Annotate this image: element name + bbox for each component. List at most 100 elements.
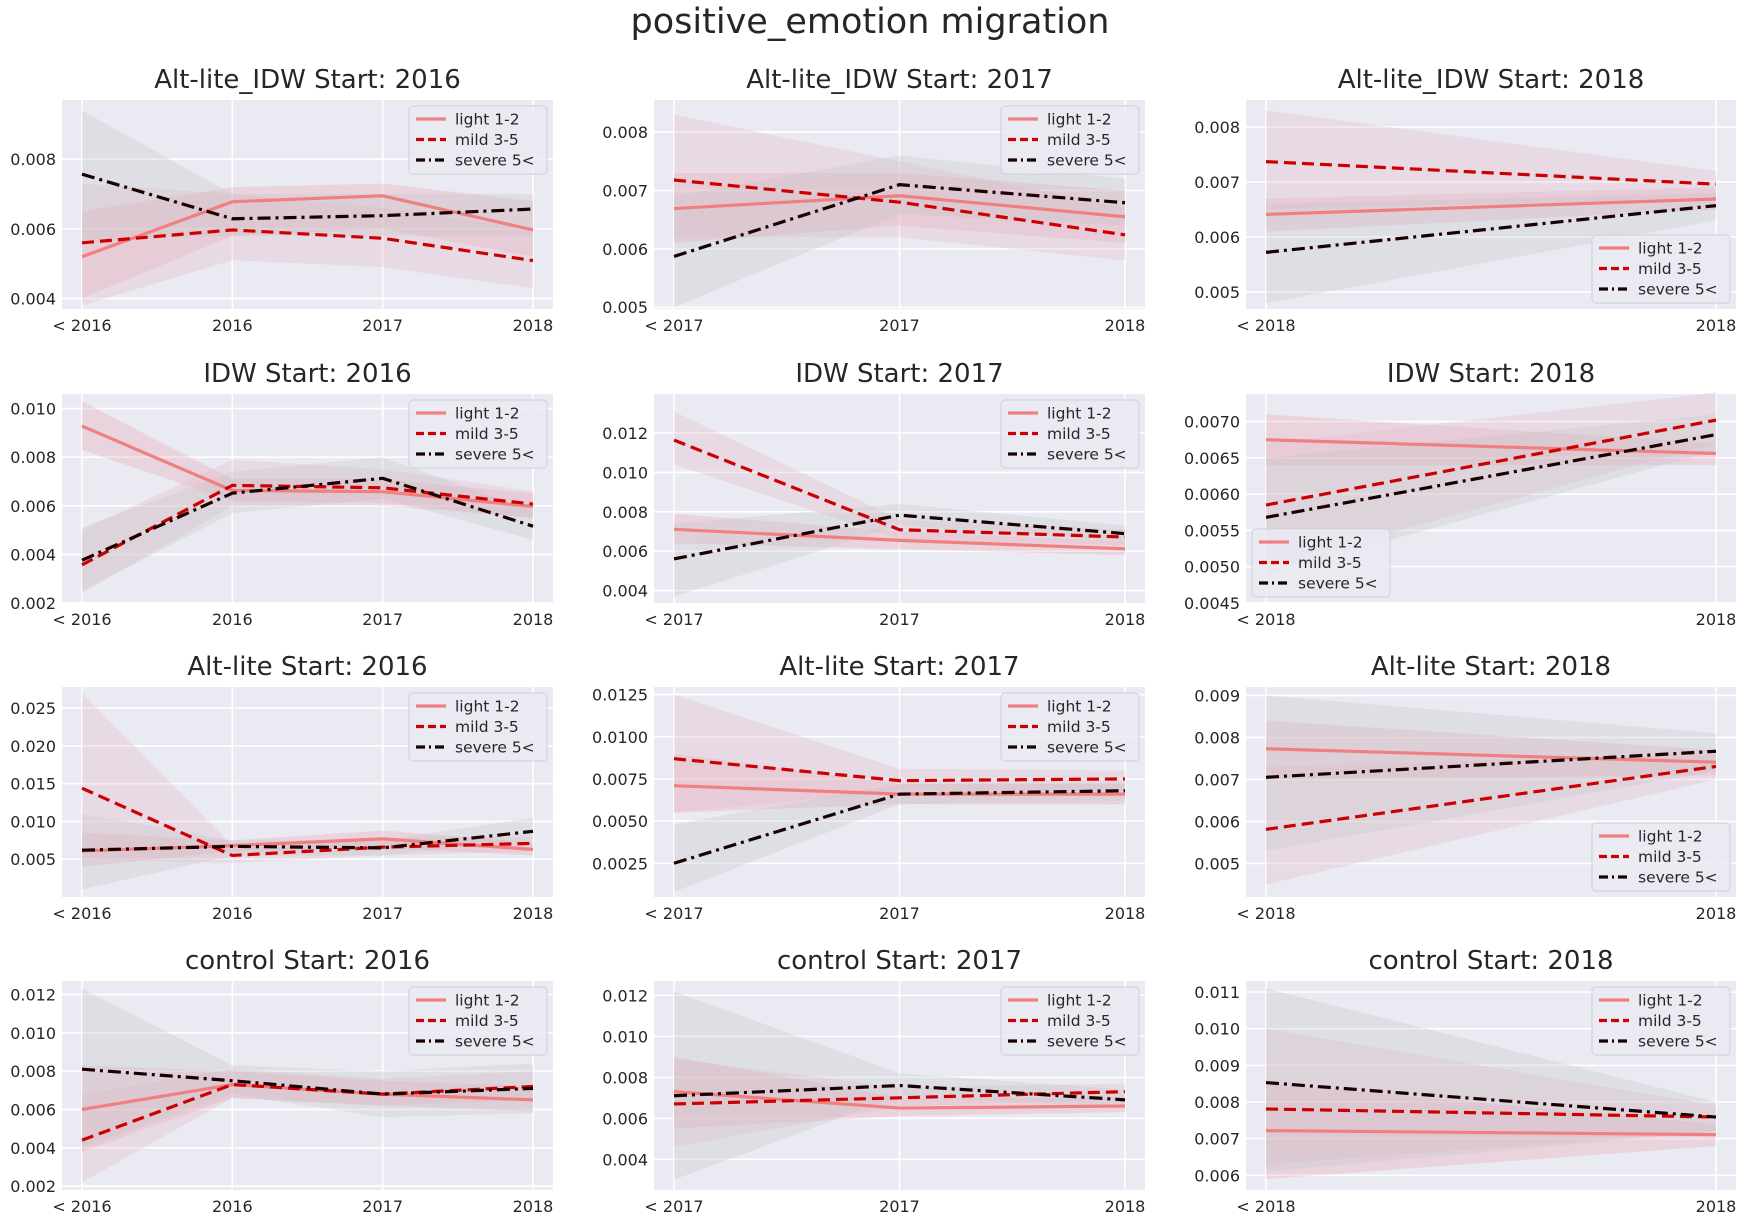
legend: light 1-2 mild 3-5 severe 5< bbox=[1591, 986, 1731, 1056]
legend-label-light: light 1-2 bbox=[1047, 992, 1112, 1010]
y-tick-label: 0.008 bbox=[602, 1068, 648, 1087]
light-series-line bbox=[81, 837, 534, 853]
y-tick-label: 0.006 bbox=[1194, 228, 1240, 247]
severe-ci-band bbox=[674, 503, 1125, 597]
subplot-title: control Start: 2016 bbox=[185, 946, 430, 976]
x-tick-label: 2018 bbox=[513, 316, 554, 335]
y-tick-label: 0.007 bbox=[1194, 770, 1240, 789]
y-tick-label: 0.008 bbox=[1194, 118, 1240, 137]
severe-ci-band bbox=[82, 110, 533, 240]
mild-series-line bbox=[81, 786, 534, 858]
y-tick-label: 0.006 bbox=[602, 1109, 648, 1128]
light-ci-band bbox=[674, 753, 1125, 813]
x-tick-label: 2018 bbox=[1696, 610, 1737, 629]
legend-label-severe: severe 5< bbox=[1638, 281, 1718, 299]
x-tick-label: 2017 bbox=[362, 904, 403, 923]
x-tick-label: 2017 bbox=[879, 904, 920, 923]
legend-label-light: light 1-2 bbox=[455, 698, 520, 716]
x-tick-label: < 2018 bbox=[1236, 1197, 1295, 1216]
legend-box bbox=[1000, 399, 1140, 469]
subplot-5: IDW Start: 2017 0.004 0.006 0.008 0.010 0.012… bbox=[602, 359, 1145, 629]
subplot-9: Alt-lite Start: 2018 0.005 0.006 0.007 0.008… bbox=[1194, 652, 1736, 923]
x-tick-label: < 2017 bbox=[644, 316, 703, 335]
mild-ci-band bbox=[674, 114, 1125, 261]
severe-series-line bbox=[81, 1067, 534, 1096]
legend-box bbox=[1000, 692, 1140, 762]
legend-label-mild: mild 3-5 bbox=[1638, 848, 1702, 866]
severe-series-line bbox=[81, 172, 534, 221]
y-tick-label: 0.006 bbox=[1194, 812, 1240, 831]
light-ci-band bbox=[82, 183, 533, 299]
x-tick-label: 2018 bbox=[513, 610, 554, 629]
x-tick-label: 2018 bbox=[1696, 316, 1737, 335]
legend-box bbox=[1591, 822, 1731, 892]
light-ci-band bbox=[674, 1056, 1125, 1129]
legend: light 1-2 mild 3-5 severe 5< bbox=[408, 399, 548, 469]
legend-box bbox=[1591, 986, 1731, 1056]
legend-box bbox=[1251, 528, 1391, 598]
x-tick-label: 2017 bbox=[362, 316, 403, 335]
y-tick-label: 0.005 bbox=[10, 850, 56, 869]
mild-series-line bbox=[1265, 764, 1717, 831]
y-tick-label: 0.008 bbox=[10, 150, 56, 169]
y-tick-label: 0.006 bbox=[1194, 1166, 1240, 1185]
legend-label-light: light 1-2 bbox=[455, 111, 520, 129]
y-tick-label: 0.0055 bbox=[1184, 521, 1240, 540]
legend-label-mild: mild 3-5 bbox=[1047, 718, 1111, 736]
y-tick-label: 0.0060 bbox=[1184, 485, 1240, 504]
y-tick-label: 0.0065 bbox=[1184, 449, 1240, 468]
severe-series-line bbox=[1265, 1080, 1717, 1119]
y-tick-label: 0.008 bbox=[1194, 728, 1240, 747]
y-tick-label: 0.020 bbox=[10, 737, 56, 756]
subplot-4: IDW Start: 2016 0.002 0.004 0.006 0.008 0.010… bbox=[10, 359, 553, 629]
x-tick-label: 2016 bbox=[212, 316, 253, 335]
y-tick-label: 0.004 bbox=[602, 582, 648, 601]
subplot-title: Alt-lite_IDW Start: 2017 bbox=[746, 65, 1053, 95]
x-tick-label: 2017 bbox=[879, 610, 920, 629]
legend-box bbox=[1591, 234, 1731, 304]
subplot-7: Alt-lite Start: 2016 0.005 0.010 0.015 0.020… bbox=[10, 652, 553, 923]
mild-series-line bbox=[1265, 418, 1717, 507]
legend-label-severe: severe 5< bbox=[455, 1033, 535, 1051]
light-series-line bbox=[1265, 197, 1717, 216]
mild-ci-band bbox=[1266, 392, 1716, 567]
y-tick-label: 0.0050 bbox=[1184, 558, 1240, 577]
severe-series-line bbox=[81, 476, 534, 562]
y-tick-label: 0.008 bbox=[10, 448, 56, 467]
y-tick-label: 0.010 bbox=[602, 463, 648, 482]
figure-title: positive_emotion migration bbox=[630, 2, 1110, 42]
y-tick-label: 0.005 bbox=[1194, 283, 1240, 302]
light-ci-band bbox=[82, 830, 533, 867]
legend-label-mild: mild 3-5 bbox=[455, 1012, 519, 1030]
severe-ci-band bbox=[674, 782, 1125, 892]
y-tick-label: 0.010 bbox=[10, 812, 56, 831]
legend-box bbox=[408, 399, 548, 469]
y-tick-label: 0.010 bbox=[1194, 1020, 1240, 1039]
legend-label-light: light 1-2 bbox=[1047, 698, 1112, 716]
legend: light 1-2 mild 3-5 severe 5< bbox=[1000, 399, 1140, 469]
legend-box bbox=[408, 692, 548, 762]
y-tick-label: 0.009 bbox=[1194, 1056, 1240, 1075]
y-tick-label: 0.002 bbox=[10, 594, 56, 613]
x-tick-label: 2018 bbox=[1105, 1197, 1146, 1216]
severe-ci-band bbox=[82, 988, 533, 1148]
x-tick-label: < 2018 bbox=[1236, 904, 1295, 923]
y-tick-label: 0.005 bbox=[602, 298, 648, 317]
y-tick-label: 0.008 bbox=[10, 1062, 56, 1081]
legend-label-severe: severe 5< bbox=[1047, 152, 1127, 170]
legend-label-severe: severe 5< bbox=[455, 739, 535, 757]
mild-ci-band bbox=[674, 694, 1125, 813]
severe-series-line bbox=[1265, 749, 1717, 779]
legend-box bbox=[408, 105, 548, 175]
legend-label-mild: mild 3-5 bbox=[1047, 1012, 1111, 1030]
x-tick-label: < 2017 bbox=[644, 1197, 703, 1216]
legend-label-severe: severe 5< bbox=[1047, 1033, 1127, 1051]
legend: light 1-2 mild 3-5 severe 5< bbox=[1000, 105, 1140, 175]
light-ci-band bbox=[1266, 414, 1716, 466]
severe-series-line bbox=[1265, 204, 1717, 254]
x-tick-label: 2017 bbox=[879, 316, 920, 335]
subplot-1: Alt-lite_IDW Start: 2016 0.004 0.006 0.008 <… bbox=[10, 65, 553, 335]
y-tick-label: 0.005 bbox=[1194, 854, 1240, 873]
y-tick-label: 0.0075 bbox=[592, 770, 648, 789]
legend-label-mild: mild 3-5 bbox=[1638, 1012, 1702, 1030]
